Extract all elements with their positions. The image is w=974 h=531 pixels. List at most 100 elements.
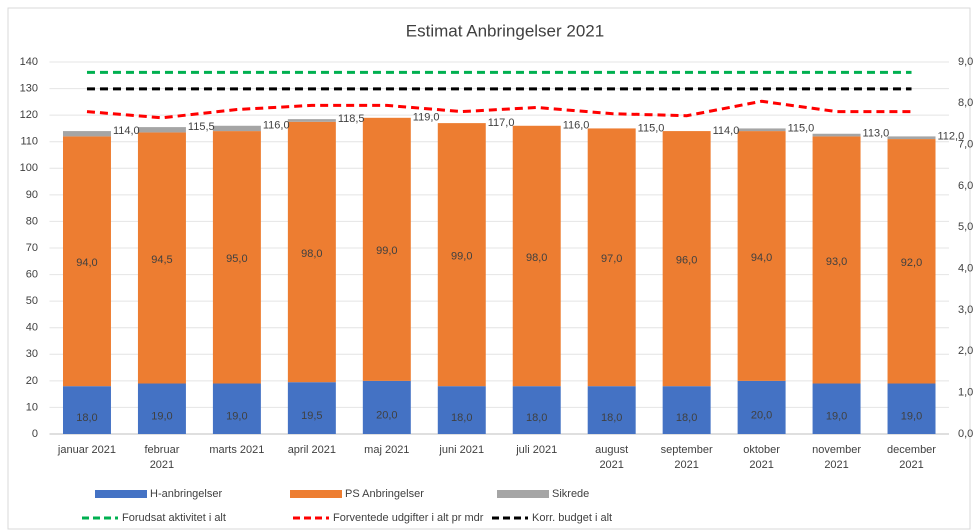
bar-segment bbox=[362, 380, 411, 434]
total-label: 114,0 bbox=[713, 125, 740, 137]
legend-label: Korr. budget i alt bbox=[532, 512, 612, 524]
data-label: 18,0 bbox=[676, 412, 697, 424]
y2-tick-label: 9,0 bbox=[958, 56, 973, 68]
y-tick-label: 20 bbox=[26, 375, 38, 387]
data-label: 92,0 bbox=[901, 257, 922, 269]
legend-label: PS Anbringelser bbox=[345, 488, 424, 500]
data-label: 94,5 bbox=[151, 254, 172, 266]
total-label: 117,0 bbox=[488, 117, 515, 129]
bar-segment bbox=[887, 136, 936, 140]
total-label: 118,5 bbox=[338, 113, 365, 125]
y-tick-label: 90 bbox=[26, 189, 38, 201]
y2-tick-label: 3,0 bbox=[958, 304, 973, 316]
bar-segment bbox=[887, 383, 936, 434]
data-label: 94,0 bbox=[76, 257, 97, 269]
data-label: 97,0 bbox=[601, 253, 622, 265]
total-label: 114,0 bbox=[113, 125, 140, 137]
x-tick-label: august 2021 bbox=[595, 444, 629, 471]
bar-segment bbox=[512, 125, 561, 387]
data-label: 18,0 bbox=[76, 412, 97, 424]
data-label: 18,0 bbox=[526, 412, 547, 424]
legend-swatch bbox=[497, 490, 549, 498]
bar-segment bbox=[737, 131, 786, 381]
y2-tick-label: 7,0 bbox=[958, 139, 973, 151]
x-tick-label: januar 2021 bbox=[57, 444, 117, 456]
total-label: 115,0 bbox=[638, 122, 665, 134]
total-label: 116,0 bbox=[563, 120, 590, 132]
y2-tick-label: 4,0 bbox=[958, 263, 973, 275]
data-label: 19,0 bbox=[901, 411, 922, 423]
x-tick-label: februar 2021 bbox=[144, 444, 180, 471]
bar-segment bbox=[437, 123, 486, 387]
data-label: 94,0 bbox=[751, 252, 772, 264]
y2-tick-label: 5,0 bbox=[958, 221, 973, 233]
total-label: 116,0 bbox=[263, 120, 290, 132]
data-label: 93,0 bbox=[826, 256, 847, 268]
chart-title: Estimat Anbringelser 2021 bbox=[406, 21, 604, 40]
bar-segment bbox=[662, 131, 711, 387]
bar-segment bbox=[812, 133, 861, 137]
y-tick-label: 30 bbox=[26, 348, 38, 360]
total-label: 112,0 bbox=[938, 130, 965, 142]
y-tick-label: 60 bbox=[26, 268, 38, 280]
legend-label: Sikrede bbox=[552, 488, 589, 500]
bar-segment bbox=[62, 386, 111, 434]
bar-segment bbox=[287, 121, 336, 383]
y-tick-label: 140 bbox=[20, 56, 38, 68]
data-label: 98,0 bbox=[301, 248, 322, 260]
y-tick-label: 100 bbox=[20, 162, 38, 174]
data-label: 99,0 bbox=[451, 251, 472, 263]
bar-segment bbox=[662, 386, 711, 434]
bar-segment bbox=[512, 386, 561, 434]
data-label: 19,5 bbox=[301, 410, 322, 422]
data-label: 18,0 bbox=[601, 412, 622, 424]
y2-tick-label: 1,0 bbox=[958, 387, 973, 399]
bar-segment bbox=[137, 132, 186, 384]
legend-swatch bbox=[290, 490, 342, 498]
bar-segment bbox=[212, 131, 261, 384]
x-tick-label: april 2021 bbox=[287, 444, 337, 456]
bar-segment bbox=[812, 383, 861, 434]
y2-tick-label: 6,0 bbox=[958, 180, 973, 192]
legend-label: Forudsat aktivitet i alt bbox=[122, 512, 226, 524]
y-tick-label: 80 bbox=[26, 215, 38, 227]
y2-tick-label: 8,0 bbox=[958, 97, 973, 109]
bar-segment bbox=[62, 131, 111, 137]
bar-segment bbox=[737, 128, 786, 132]
y2-tick-label: 0,0 bbox=[958, 428, 973, 440]
legend-swatch bbox=[95, 490, 147, 498]
x-tick-label: juli 2021 bbox=[516, 444, 558, 456]
bar-segment bbox=[587, 386, 636, 434]
legend-label: H-anbringelser bbox=[150, 488, 222, 500]
bar-segment bbox=[212, 125, 261, 132]
line-series bbox=[86, 99, 912, 120]
total-label: 115,0 bbox=[788, 122, 815, 134]
bar-segment bbox=[62, 136, 111, 387]
y2-tick-label: 2,0 bbox=[958, 345, 973, 357]
bar-segment bbox=[137, 127, 186, 133]
data-label: 98,0 bbox=[526, 252, 547, 264]
bar-segment bbox=[587, 128, 636, 387]
y-tick-label: 40 bbox=[26, 322, 38, 334]
bar-segment bbox=[287, 382, 336, 434]
data-label: 18,0 bbox=[451, 412, 472, 424]
data-label: 95,0 bbox=[226, 253, 247, 265]
data-label: 20,0 bbox=[376, 409, 397, 421]
total-label: 119,0 bbox=[413, 112, 440, 124]
x-tick-label: marts 2021 bbox=[209, 444, 265, 456]
data-label: 20,0 bbox=[751, 409, 772, 421]
bar-segment bbox=[362, 117, 411, 381]
bar-segment bbox=[737, 380, 786, 434]
y-tick-label: 50 bbox=[26, 295, 38, 307]
data-label: 99,0 bbox=[376, 245, 397, 257]
x-tick-label: september 2021 bbox=[660, 444, 713, 471]
data-label: 19,0 bbox=[826, 411, 847, 423]
data-label: 19,0 bbox=[151, 411, 172, 423]
bar-segment bbox=[812, 136, 861, 384]
y-tick-label: 110 bbox=[20, 136, 38, 148]
y-tick-label: 70 bbox=[26, 242, 38, 254]
y-tick-label: 0 bbox=[32, 428, 38, 440]
x-tick-label: maj 2021 bbox=[364, 444, 410, 456]
